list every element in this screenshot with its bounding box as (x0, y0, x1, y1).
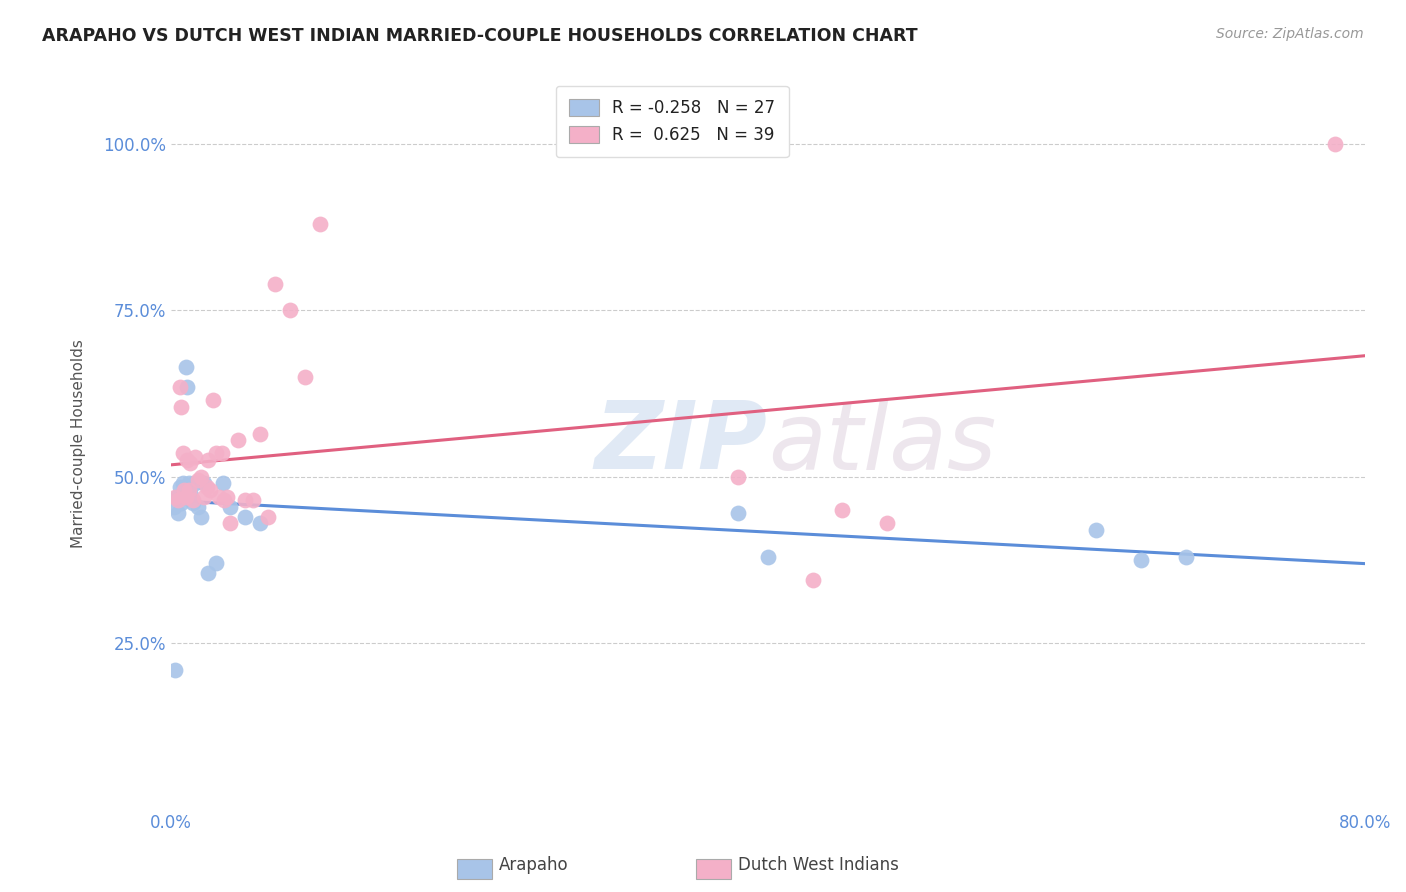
Point (173, 483, 195, 497)
Point (183, 476, 205, 491)
Point (176, 380, 198, 394)
Point (211, 446, 233, 460)
Point (217, 490, 239, 504)
Point (278, 303, 301, 318)
Point (181, 493, 204, 508)
Legend: R = -0.258   N = 27, R =  0.625   N = 39: R = -0.258 N = 27, R = 0.625 N = 39 (555, 86, 789, 157)
Point (197, 453, 219, 467)
Point (183, 450, 205, 464)
Point (242, 493, 264, 508)
Point (801, 573, 824, 587)
Point (294, 370, 316, 384)
Point (174, 359, 197, 374)
Point (177, 476, 200, 491)
Point (249, 426, 271, 441)
Point (197, 566, 219, 581)
Point (1323, 136, 1346, 151)
Point (256, 509, 278, 524)
Point (235, 493, 257, 508)
Point (170, 496, 193, 510)
Point (756, 549, 779, 564)
Point (1085, 523, 1108, 537)
Point (204, 446, 226, 460)
Text: Dutch West Indians: Dutch West Indians (738, 856, 898, 874)
Point (831, 503, 853, 517)
Point (226, 433, 249, 447)
Point (179, 486, 201, 500)
Point (727, 507, 749, 521)
Point (187, 500, 209, 514)
Point (201, 393, 224, 408)
Text: ARAPAHO VS DUTCH WEST INDIAN MARRIED-COUPLE HOUSEHOLDS CORRELATION CHART: ARAPAHO VS DUTCH WEST INDIAN MARRIED-COU… (42, 27, 918, 45)
Point (165, 490, 187, 504)
Point (727, 469, 749, 483)
Point (176, 453, 198, 467)
Text: ZIP: ZIP (595, 398, 768, 490)
Point (167, 493, 190, 508)
Point (264, 277, 287, 291)
Point (167, 507, 190, 521)
Point (172, 446, 194, 460)
Point (193, 476, 215, 491)
Point (190, 469, 212, 483)
Point (190, 509, 212, 524)
Point (219, 500, 242, 514)
Point (195, 480, 218, 494)
Point (177, 483, 200, 497)
Point (204, 556, 226, 570)
Point (1174, 549, 1197, 564)
Point (219, 516, 242, 531)
Point (876, 516, 898, 531)
Text: Source: ZipAtlas.com: Source: ZipAtlas.com (1216, 27, 1364, 41)
Point (173, 490, 195, 504)
Point (249, 516, 271, 531)
Point (207, 490, 229, 504)
Point (169, 480, 191, 494)
Point (179, 457, 201, 471)
Y-axis label: Married-couple Households: Married-couple Households (72, 339, 86, 548)
Point (170, 400, 193, 414)
Point (235, 509, 257, 524)
Point (163, 500, 186, 514)
Point (193, 490, 215, 504)
Point (166, 490, 188, 504)
Point (174, 490, 197, 504)
Point (198, 483, 221, 497)
Point (165, 663, 187, 677)
Point (181, 496, 204, 510)
Point (212, 476, 235, 491)
Point (309, 217, 332, 231)
Text: atlas: atlas (768, 398, 995, 489)
Point (187, 473, 209, 487)
Text: Arapaho: Arapaho (499, 856, 569, 874)
Point (1129, 553, 1152, 567)
Point (169, 380, 191, 394)
Point (214, 493, 236, 508)
Point (172, 476, 194, 491)
